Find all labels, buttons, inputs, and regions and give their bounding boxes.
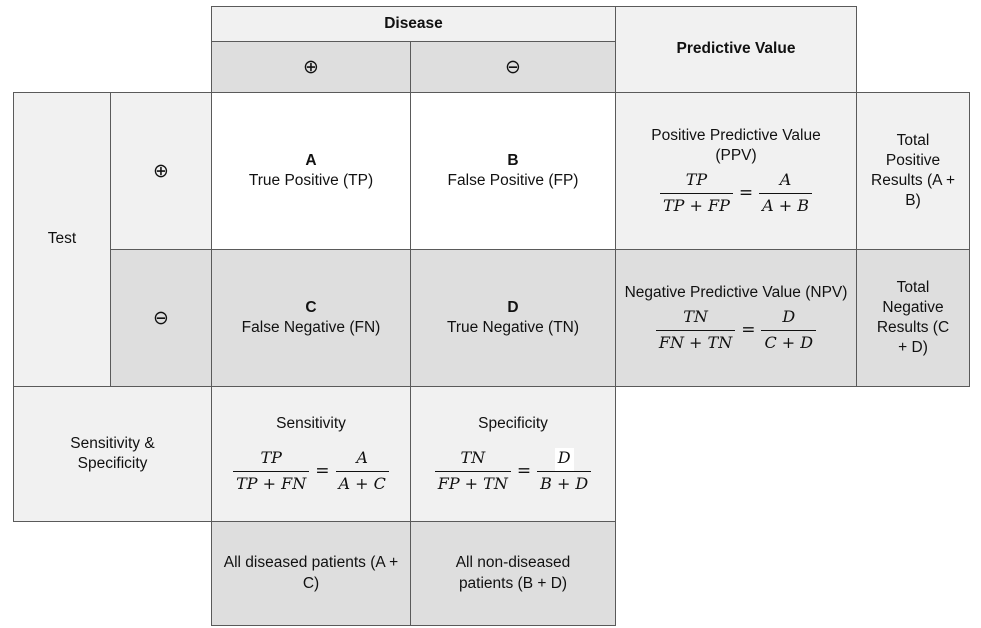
sens-spec-row-label: Sensitivity & Specificity bbox=[13, 386, 212, 522]
npv-fraction-1: TN FN + TN bbox=[655, 306, 736, 354]
all-diseased-text: All diseased patients (A + C) bbox=[223, 554, 399, 592]
cell-a-true-positive: A True Positive (TP) bbox=[211, 92, 411, 250]
plus-circle-icon: ⊕ bbox=[303, 55, 319, 78]
disease-positive-header: ⊕ bbox=[211, 41, 411, 93]
cell-a-letter: A bbox=[305, 151, 317, 169]
cell-c-letter: C bbox=[305, 298, 317, 316]
npv-numerator-1: TN bbox=[683, 306, 708, 326]
sensitivity-numerator-1: TP bbox=[260, 447, 282, 467]
ppv-title: Positive Predictive Value (PPV) bbox=[651, 126, 821, 164]
sensitivity-fraction-1: TP TP + FN bbox=[233, 447, 310, 495]
cell-a-text: True Positive (TP) bbox=[248, 172, 374, 189]
npv-formula: TN FN + TN = D C + D bbox=[655, 306, 817, 354]
sensitivity-denominator-1: TP + FN bbox=[233, 470, 310, 495]
cell-d-letter: D bbox=[507, 298, 519, 316]
cell-d-true-negative: D True Negative (TN) bbox=[410, 249, 616, 387]
minus-circle-icon: ⊖ bbox=[153, 306, 169, 329]
disease-header-label: Disease bbox=[384, 14, 443, 32]
sensitivity-title: Sensitivity bbox=[276, 414, 346, 432]
sensitivity-numerator-2: A bbox=[356, 447, 368, 467]
sensitivity-equals: = bbox=[315, 461, 330, 482]
test-positive-label: ⊕ bbox=[110, 92, 212, 250]
sensitivity-denominator-2: A + C bbox=[335, 470, 389, 495]
npv-denominator-2: C + D bbox=[761, 329, 817, 354]
plus-circle-icon: ⊕ bbox=[153, 159, 169, 182]
minus-circle-icon: ⊖ bbox=[505, 55, 521, 78]
total-negative-text: Total Negative Results (C + D) bbox=[876, 278, 950, 357]
specificity-numerator-2: D bbox=[554, 447, 574, 471]
total-positive-text: Total Positive Results (A + B) bbox=[871, 131, 955, 210]
cell-b-false-positive: B False Positive (FP) bbox=[410, 92, 616, 250]
cell-c-text: False Negative (FN) bbox=[241, 319, 381, 336]
sens-spec-label: Sensitivity & Specificity bbox=[70, 434, 155, 472]
ppv-numerator-1: TP bbox=[685, 169, 708, 189]
specificity-formula: TN FP + TN = D B + D bbox=[434, 447, 592, 495]
test-negative-label: ⊖ bbox=[110, 249, 212, 387]
ppv-cell: Positive Predictive Value (PPV) TP TP + … bbox=[615, 92, 857, 250]
sensitivity-formula: TP TP + FN = A A + C bbox=[233, 448, 389, 495]
specificity-denominator-2: B + D bbox=[537, 470, 592, 495]
ppv-fraction-2: A A + B bbox=[759, 169, 813, 217]
disease-negative-header: ⊖ bbox=[410, 41, 616, 93]
specificity-cell: Specificity TN FP + TN = D B + D bbox=[410, 386, 616, 522]
ppv-fraction-1: TP TP + FP bbox=[659, 169, 733, 217]
cell-b-letter: B bbox=[507, 151, 519, 169]
cell-d-text: True Negative (TN) bbox=[446, 319, 580, 336]
specificity-fraction-2: D B + D bbox=[537, 447, 592, 495]
npv-fraction-2: D C + D bbox=[761, 306, 817, 354]
ppv-denominator-2: A + B bbox=[759, 192, 813, 217]
cell-b-text: False Positive (FP) bbox=[447, 172, 579, 189]
predictive-value-header: Predictive Value bbox=[615, 6, 857, 93]
npv-numerator-2: D bbox=[782, 306, 796, 326]
ppv-denominator-1: TP + FP bbox=[659, 192, 733, 217]
specificity-denominator-1: FP + TN bbox=[434, 470, 511, 495]
test-label: Test bbox=[47, 230, 77, 248]
predictive-value-label: Predictive Value bbox=[676, 40, 796, 58]
sensitivity-cell: Sensitivity TP TP + FN = A A + C bbox=[211, 386, 411, 522]
disease-header: Disease bbox=[211, 6, 616, 42]
npv-title: Negative Predictive Value (NPV) bbox=[624, 283, 848, 301]
specificity-numerator-1: TN bbox=[460, 447, 486, 467]
all-non-diseased-cell: All non-diseased patients (B + D) bbox=[410, 521, 616, 626]
npv-equals: = bbox=[741, 320, 756, 341]
all-diseased-cell: All diseased patients (A + C) bbox=[211, 521, 411, 626]
cell-c-false-negative: C False Negative (FN) bbox=[211, 249, 411, 387]
test-row-label: Test bbox=[13, 92, 111, 387]
all-non-diseased-text: All non-diseased patients (B + D) bbox=[455, 554, 571, 592]
total-positive-cell: Total Positive Results (A + B) bbox=[856, 92, 970, 250]
specificity-fraction-1: TN FP + TN bbox=[434, 447, 511, 495]
npv-denominator-1: FN + TN bbox=[655, 329, 736, 354]
specificity-title: Specificity bbox=[478, 414, 548, 432]
sensitivity-fraction-2: A A + C bbox=[335, 447, 389, 495]
ppv-formula: TP TP + FP = A A + B bbox=[659, 169, 813, 217]
total-negative-cell: Total Negative Results (C + D) bbox=[856, 249, 970, 387]
ppv-numerator-2: A bbox=[779, 169, 792, 189]
specificity-equals: = bbox=[516, 461, 532, 482]
ppv-equals: = bbox=[738, 183, 754, 204]
npv-cell: Negative Predictive Value (NPV) TN FN + … bbox=[615, 249, 857, 387]
